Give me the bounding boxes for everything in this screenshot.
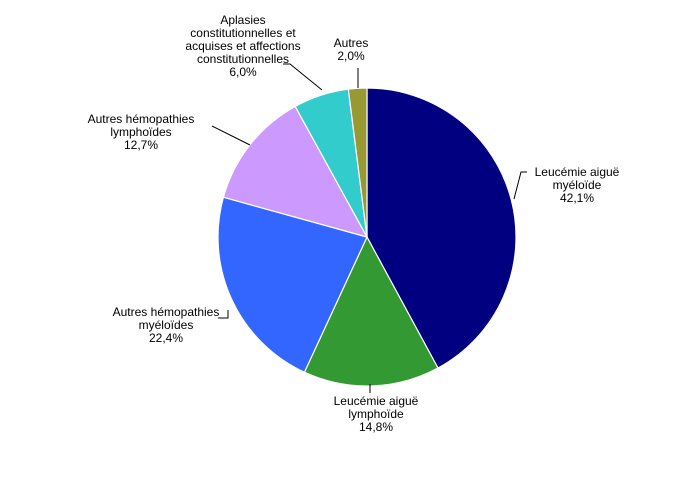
leader-line-4 — [283, 63, 323, 91]
slice-label-4: Aplasies constitutionnelles et acquises et… — [185, 13, 300, 79]
leader-line-2 — [218, 310, 229, 319]
pie-slice-2 — [217, 196, 368, 374]
slice-name-line: Autres hémopathies — [88, 112, 195, 126]
slice-name-line: Aplasies — [220, 13, 265, 27]
slice-label-2: Autres hémopathies myéloïdes 22,4% — [113, 305, 220, 345]
slice-label-1: Leucémie aiguë lymphoïde 14,8% — [334, 394, 419, 434]
slice-name-line: Leucémie aiguë — [334, 394, 419, 408]
slice-name-line: constitutionnelles et — [190, 26, 296, 40]
slice-name-line: myéloïdes — [139, 318, 194, 332]
slice-label-0: Leucémie aiguë myéloïde 42,1% — [535, 165, 620, 205]
labels-layer: Leucémie aiguë myéloïde 42,1%Leucémie aigu… — [88, 13, 620, 434]
slice-name-line: Autres — [334, 36, 369, 50]
slice-name-line: Autres hémopathies — [113, 305, 220, 319]
pie-slice-1 — [303, 235, 439, 387]
slice-label-5: Autres 2,0% — [334, 36, 369, 63]
slice-value-label: 6,0% — [229, 65, 257, 79]
slice-name-line: Leucémie aiguë — [535, 165, 620, 179]
leader-line-0 — [513, 171, 527, 200]
slice-name-line: constitutionnelles — [197, 52, 289, 66]
leaders-layer — [211, 63, 527, 393]
slice-name-line: myéloïde — [553, 178, 602, 192]
slice-value-label: 2,0% — [337, 49, 365, 63]
slice-value-label: 12,7% — [124, 138, 158, 152]
pie-slice-5 — [347, 87, 368, 238]
slice-name-line: lymphoïdes — [110, 125, 171, 139]
slice-value-label: 22,4% — [149, 331, 183, 345]
slice-value-label: 14,8% — [359, 420, 393, 434]
pie-slice-0 — [366, 87, 517, 369]
slices-layer — [217, 87, 517, 387]
slice-name-line: lymphoïde — [348, 407, 404, 421]
slice-label-3: Autres hémopathies lymphoïdes 12,7% — [88, 112, 195, 152]
leader-line-3 — [211, 125, 251, 146]
slice-value-label: 42,1% — [560, 191, 594, 205]
slice-name-line: acquises et affections — [185, 39, 300, 53]
